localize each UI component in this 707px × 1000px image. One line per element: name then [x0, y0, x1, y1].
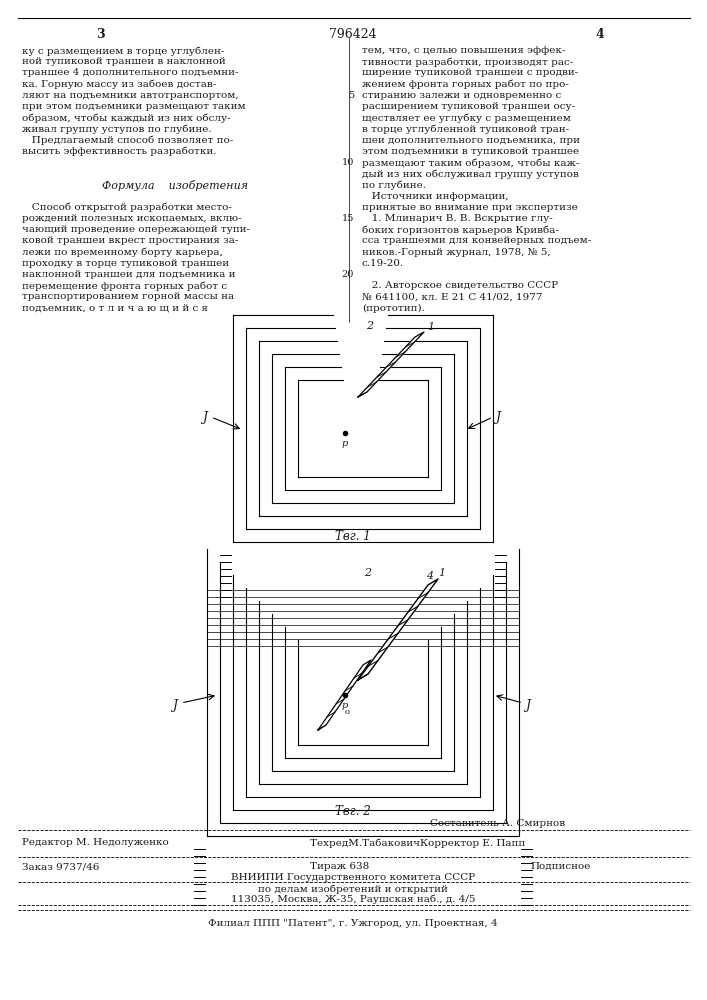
Text: перемещение фронта горных работ с: перемещение фронта горных работ с [22, 281, 227, 291]
Text: Заказ 9737/46: Заказ 9737/46 [22, 862, 100, 871]
Text: Τвг. 1: Τвг. 1 [335, 530, 371, 543]
Text: высить эффективность разработки.: высить эффективность разработки. [22, 147, 216, 156]
Text: J: J [496, 410, 501, 424]
Text: стиранию залежи и одновременно с: стиранию залежи и одновременно с [362, 91, 561, 100]
Polygon shape [358, 579, 438, 680]
Text: 1: 1 [438, 568, 445, 578]
Text: принятые во внимание при экспертизе: принятые во внимание при экспертизе [362, 203, 578, 212]
Text: o: o [344, 708, 349, 716]
Text: J: J [173, 698, 177, 712]
Text: ществляет ее углубку с размещением: ществляет ее углубку с размещением [362, 113, 571, 123]
Text: образом, чтобы каждый из них обслу-: образом, чтобы каждый из них обслу- [22, 113, 230, 123]
Text: 113035, Москва, Ж-35, Раушская наб., д. 4/5: 113035, Москва, Ж-35, Раушская наб., д. … [230, 895, 475, 904]
Text: транспортированием горной массы на: транспортированием горной массы на [22, 292, 234, 301]
Text: 3: 3 [95, 28, 105, 41]
Text: № 641100, кл. Е 21 С 41/02, 1977: № 641100, кл. Е 21 С 41/02, 1977 [362, 292, 542, 301]
Text: проходку в торце тупиковой траншеи: проходку в торце тупиковой траншеи [22, 259, 229, 268]
Text: по глубине.: по глубине. [362, 180, 426, 190]
Text: 2: 2 [364, 568, 372, 578]
Text: Подписное: Подписное [530, 862, 590, 871]
Text: 5: 5 [348, 91, 354, 100]
Text: по делам изобретений и открытий: по делам изобретений и открытий [258, 884, 448, 894]
Text: с.19-20.: с.19-20. [362, 259, 404, 268]
Text: 2: 2 [366, 321, 373, 331]
Text: размещают таким образом, чтобы каж-: размещают таким образом, чтобы каж- [362, 158, 579, 167]
Text: (прототип).: (прототип). [362, 304, 425, 313]
Text: Способ открытой разработки место-: Способ открытой разработки место- [22, 203, 232, 212]
Text: Составитель А. Смирнов: Составитель А. Смирнов [430, 819, 565, 828]
Text: ковой траншеи вкрест простирания за-: ковой траншеи вкрест простирания за- [22, 236, 238, 245]
Polygon shape [318, 660, 371, 730]
Text: чающий проведение опережающей тупи-: чающий проведение опережающей тупи- [22, 225, 250, 234]
Text: Источники информации,: Источники информации, [362, 192, 508, 201]
Text: p: p [342, 701, 348, 710]
Text: подъемник, о т л и ч а ю щ и й с я: подъемник, о т л и ч а ю щ и й с я [22, 304, 208, 313]
Text: Предлагаемый способ позволяет по-: Предлагаемый способ позволяет по- [22, 136, 233, 145]
Text: ВНИИПИ Государственного комитета СССР: ВНИИПИ Государственного комитета СССР [231, 873, 475, 882]
Text: 10: 10 [341, 158, 354, 167]
Text: ТехредМ.ТабаковичКорректор Е. Папп: ТехредМ.ТабаковичКорректор Е. Папп [310, 838, 525, 848]
Text: 4: 4 [595, 28, 604, 41]
Text: боких горизонтов карьеров Кривба-: боких горизонтов карьеров Кривба- [362, 225, 559, 235]
Text: траншее 4 дополнительного подъемни-: траншее 4 дополнительного подъемни- [22, 68, 238, 77]
Text: ной тупиковой траншеи в наклонной: ной тупиковой траншеи в наклонной [22, 57, 226, 66]
Text: живал группу уступов по глубине.: живал группу уступов по глубине. [22, 124, 211, 134]
Text: p: p [342, 439, 348, 448]
Text: 15: 15 [341, 214, 354, 223]
Text: Филиал ППП "Патент", г. Ужгород, ул. Проектная, 4: Филиал ППП "Патент", г. Ужгород, ул. Про… [208, 919, 498, 928]
Text: рождений полезных ископаемых, вклю-: рождений полезных ископаемых, вклю- [22, 214, 242, 223]
Text: в торце углубленной тупиковой тран-: в торце углубленной тупиковой тран- [362, 124, 569, 134]
Text: 20: 20 [341, 270, 354, 279]
Text: Формула    изобретения: Формула изобретения [102, 180, 248, 191]
Text: ников.-Горный журнал, 1978, № 5,: ников.-Горный журнал, 1978, № 5, [362, 248, 551, 257]
Text: тивности разработки, производят рас-: тивности разработки, производят рас- [362, 57, 573, 67]
Text: Тираж 638: Тираж 638 [310, 862, 369, 871]
Text: ка. Горную массу из забоев достав-: ка. Горную массу из забоев достав- [22, 80, 216, 89]
Text: Редактор М. Недолуженко: Редактор М. Недолуженко [22, 838, 169, 847]
Text: 4: 4 [426, 571, 433, 581]
Text: дый из них обслуживал группу уступов: дый из них обслуживал группу уступов [362, 169, 579, 179]
Text: при этом подъемники размещают таким: при этом подъемники размещают таким [22, 102, 245, 111]
Text: 2. Авторское свидетельство СССР: 2. Авторское свидетельство СССР [362, 281, 558, 290]
Text: шеи дополнительного подъемника, при: шеи дополнительного подъемника, при [362, 136, 580, 145]
Text: 796424: 796424 [329, 28, 377, 41]
Text: Τвг. 2: Τвг. 2 [335, 805, 371, 818]
Polygon shape [358, 332, 424, 397]
Text: расширением тупиковой траншеи осу-: расширением тупиковой траншеи осу- [362, 102, 575, 111]
Text: этом подъемники в тупиковой траншее: этом подъемники в тупиковой траншее [362, 147, 579, 156]
Text: ку с размещением в торце углублен-: ку с размещением в торце углублен- [22, 46, 224, 55]
Text: J: J [202, 410, 207, 424]
Text: лежи по временному борту карьера,: лежи по временному борту карьера, [22, 248, 223, 257]
Text: ширение тупиковой траншеи с продви-: ширение тупиковой траншеи с продви- [362, 68, 578, 77]
Text: жением фронта горных работ по про-: жением фронта горных работ по про- [362, 80, 569, 89]
Text: тем, что, с целью повышения эффек-: тем, что, с целью повышения эффек- [362, 46, 566, 55]
Text: наклонной траншеи для подъемника и: наклонной траншеи для подъемника и [22, 270, 235, 279]
Text: 1. Млинарич В. В. Вскрытие глу-: 1. Млинарич В. В. Вскрытие глу- [362, 214, 553, 223]
Text: сса траншеями для конвейерных подъем-: сса траншеями для конвейерных подъем- [362, 236, 591, 245]
Text: ляют на подъемники автотранспортом,: ляют на подъемники автотранспортом, [22, 91, 239, 100]
Text: J: J [525, 698, 530, 712]
Text: 1: 1 [428, 322, 435, 332]
